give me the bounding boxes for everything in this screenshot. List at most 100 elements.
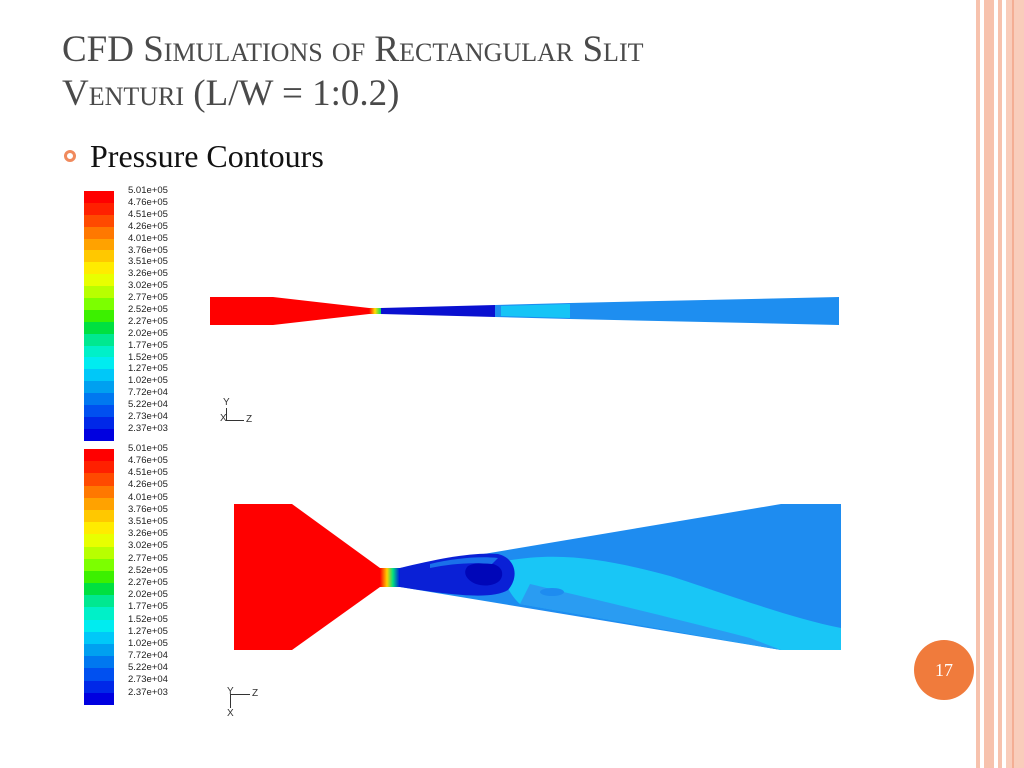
legend-swatch <box>84 619 114 632</box>
decor-stripe <box>998 0 1002 768</box>
legend-swatch <box>84 497 114 510</box>
title-line-2: Venturi (L/W = 1:0.2) <box>62 73 400 114</box>
legend-label: 3.51e+05 <box>128 516 168 528</box>
bullet-circle-icon <box>64 150 76 162</box>
legend-swatch <box>84 595 114 608</box>
contour-vortex <box>465 562 503 586</box>
legend-swatch <box>84 449 114 462</box>
legend-label: 1.77e+05 <box>128 601 168 613</box>
legend-label: 3.26e+05 <box>128 528 168 540</box>
legend-label: 3.02e+05 <box>128 280 168 292</box>
legend-label: 1.02e+05 <box>128 375 168 387</box>
legend-swatch <box>84 631 114 644</box>
legend-label: 1.27e+05 <box>128 625 168 637</box>
legend-swatch <box>84 298 114 310</box>
legend-swatch <box>84 692 114 705</box>
contour-spot <box>540 588 564 596</box>
legend-swatch <box>84 345 114 358</box>
legend-swatch <box>84 680 114 693</box>
legend-label: 2.77e+05 <box>128 292 168 304</box>
legend-swatch <box>84 583 114 596</box>
contour-throat-transition <box>369 308 381 314</box>
legend-swatch <box>84 656 114 669</box>
contour-diffuser-mid <box>520 584 781 650</box>
axis-label-origin: X <box>220 413 227 424</box>
legend-label: 4.51e+05 <box>128 208 168 220</box>
legend-swatch <box>84 262 114 275</box>
legend-label: 4.01e+05 <box>128 232 168 244</box>
legend-swatch <box>84 416 114 429</box>
legend-swatch <box>84 286 114 299</box>
color-legend-top: 5.01e+05 4.76e+05 4.51e+05 4.26e+05 4.01e+05… <box>84 185 204 441</box>
axis-label-horizontal: Z <box>246 414 253 425</box>
legend-label: 7.72e+04 <box>128 650 168 662</box>
legend-swatch <box>84 274 114 287</box>
contour-diffuser-light <box>500 556 841 650</box>
legend-label: 4.26e+05 <box>128 479 168 491</box>
legend-label: 3.76e+05 <box>128 503 168 515</box>
legend-label: 2.73e+04 <box>128 410 168 422</box>
legend-swatch <box>84 381 114 394</box>
legend-swatch <box>84 309 114 322</box>
legend-swatch <box>84 226 114 239</box>
legend-label: 5.22e+04 <box>128 399 168 411</box>
contour-throat-low <box>381 305 495 317</box>
legend-swatch <box>84 214 114 227</box>
legend-label: 1.52e+05 <box>128 613 168 625</box>
legend-label: 3.02e+05 <box>128 540 168 552</box>
axis-label-vertical: Y <box>223 397 230 408</box>
legend-label: 1.77e+05 <box>128 339 168 351</box>
legend-color-bar <box>84 449 114 705</box>
axis-triad-top: Y X Z <box>220 397 260 432</box>
legend-label: 3.76e+05 <box>128 244 168 256</box>
legend-label: 2.27e+05 <box>128 315 168 327</box>
legend-swatch <box>84 534 114 547</box>
bullet-item: Pressure Contours <box>64 136 324 176</box>
legend-label: 7.72e+04 <box>128 387 168 399</box>
legend-labels: 5.01e+05 4.76e+05 4.51e+05 4.26e+05 4.01e+05… <box>128 443 168 699</box>
legend-swatch <box>84 607 114 620</box>
legend-swatch <box>84 393 114 406</box>
legend-swatch <box>84 473 114 486</box>
legend-swatch <box>84 191 114 203</box>
legend-labels: 5.01e+05 4.76e+05 4.51e+05 4.26e+05 4.01e+05… <box>128 185 168 435</box>
legend-label: 2.73e+04 <box>128 674 168 686</box>
legend-swatch <box>84 485 114 498</box>
legend-swatch <box>84 405 114 417</box>
legend-label: 5.01e+05 <box>128 185 168 197</box>
legend-swatch <box>84 333 114 346</box>
legend-swatch <box>84 509 114 523</box>
legend-swatch <box>84 668 114 681</box>
legend-swatch <box>84 202 114 215</box>
legend-label: 2.27e+05 <box>128 576 168 588</box>
legend-swatch <box>84 570 114 584</box>
legend-label: 2.02e+05 <box>128 589 168 601</box>
legend-swatch <box>84 357 114 370</box>
contour-edge-band <box>430 557 498 568</box>
legend-swatch <box>84 369 114 382</box>
legend-label: 4.26e+05 <box>128 220 168 232</box>
axis-label-origin: Y <box>227 686 234 697</box>
decor-stripe <box>984 0 994 768</box>
contour-throat-transition <box>380 568 400 587</box>
legend-label: 5.01e+05 <box>128 442 168 454</box>
axis-label-horizontal: Z <box>252 688 259 699</box>
decor-stripe <box>1012 0 1014 768</box>
legend-label: 4.76e+05 <box>128 196 168 208</box>
contour-diffuser-core <box>501 304 570 318</box>
legend-label: 2.37e+03 <box>128 686 168 698</box>
legend-label: 2.77e+05 <box>128 552 168 564</box>
legend-label: 2.37e+03 <box>128 422 168 434</box>
legend-label: 4.76e+05 <box>128 455 168 467</box>
slide-title: CFD Simulations of Rectangular Slit Vent… <box>62 28 942 116</box>
legend-label: 3.26e+05 <box>128 268 168 280</box>
page-number: 17 <box>935 659 953 680</box>
page-number-badge: 17 <box>914 640 974 700</box>
legend-swatch <box>84 321 114 334</box>
legend-label: 3.51e+05 <box>128 256 168 268</box>
contour-inlet-region <box>210 297 369 325</box>
decor-stripe <box>976 0 980 768</box>
legend-swatch <box>84 644 114 657</box>
pressure-contour-top <box>210 297 839 325</box>
legend-label: 4.51e+05 <box>128 467 168 479</box>
